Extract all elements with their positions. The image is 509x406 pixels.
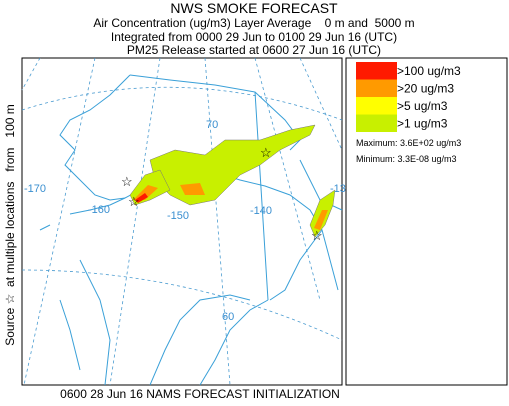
legend-label: >20 ug/m3 — [397, 82, 454, 96]
source-star: ☆ — [311, 228, 323, 243]
lat-label: 60 — [222, 311, 234, 323]
legend-swatch — [356, 97, 397, 115]
legend-label: >5 ug/m3 — [397, 99, 448, 113]
subtitle: Air Concentration (ug/m3) Layer Average … — [93, 16, 414, 30]
legend-swatch — [356, 62, 397, 80]
side-label: Source ☆ at multiple locations from 100 … — [3, 104, 17, 346]
legend-label: >100 ug/m3 — [397, 64, 461, 78]
lon-label: -140 — [250, 205, 272, 217]
source-star: ☆ — [121, 174, 133, 189]
map-frame — [21, 57, 343, 386]
lon-label: -150 — [167, 210, 189, 222]
maximum: Maximum: 3.6E+02 ug/m3 — [356, 138, 461, 148]
lat-label: 70 — [206, 119, 218, 131]
map: ☆ ☆ ☆ ☆ — [21, 57, 343, 386]
lon-label: -160 — [88, 204, 110, 216]
source-star: ☆ — [128, 194, 140, 209]
source-star: ☆ — [260, 145, 272, 160]
legend: >100 ug/m3 >20 ug/m3 >5 ug/m3 >1 ug/m3 — [356, 62, 461, 132]
subtitle: PM25 Release started at 0600 27 Jun 16 (… — [127, 43, 381, 57]
legend-swatch — [356, 79, 397, 97]
subtitle: Integrated from 0000 29 Jun to 0100 29 J… — [111, 30, 397, 44]
lon-label: -170 — [24, 183, 46, 195]
legend-label: >1 ug/m3 — [397, 117, 448, 131]
legend-swatch — [356, 114, 397, 132]
title: NWS SMOKE FORECAST — [170, 0, 338, 16]
minimum: Minimum: 3.3E-08 ug/m3 — [356, 154, 457, 164]
footer: 0600 28 Jun 16 NAMS FORECAST INITIALIZAT… — [60, 387, 340, 401]
